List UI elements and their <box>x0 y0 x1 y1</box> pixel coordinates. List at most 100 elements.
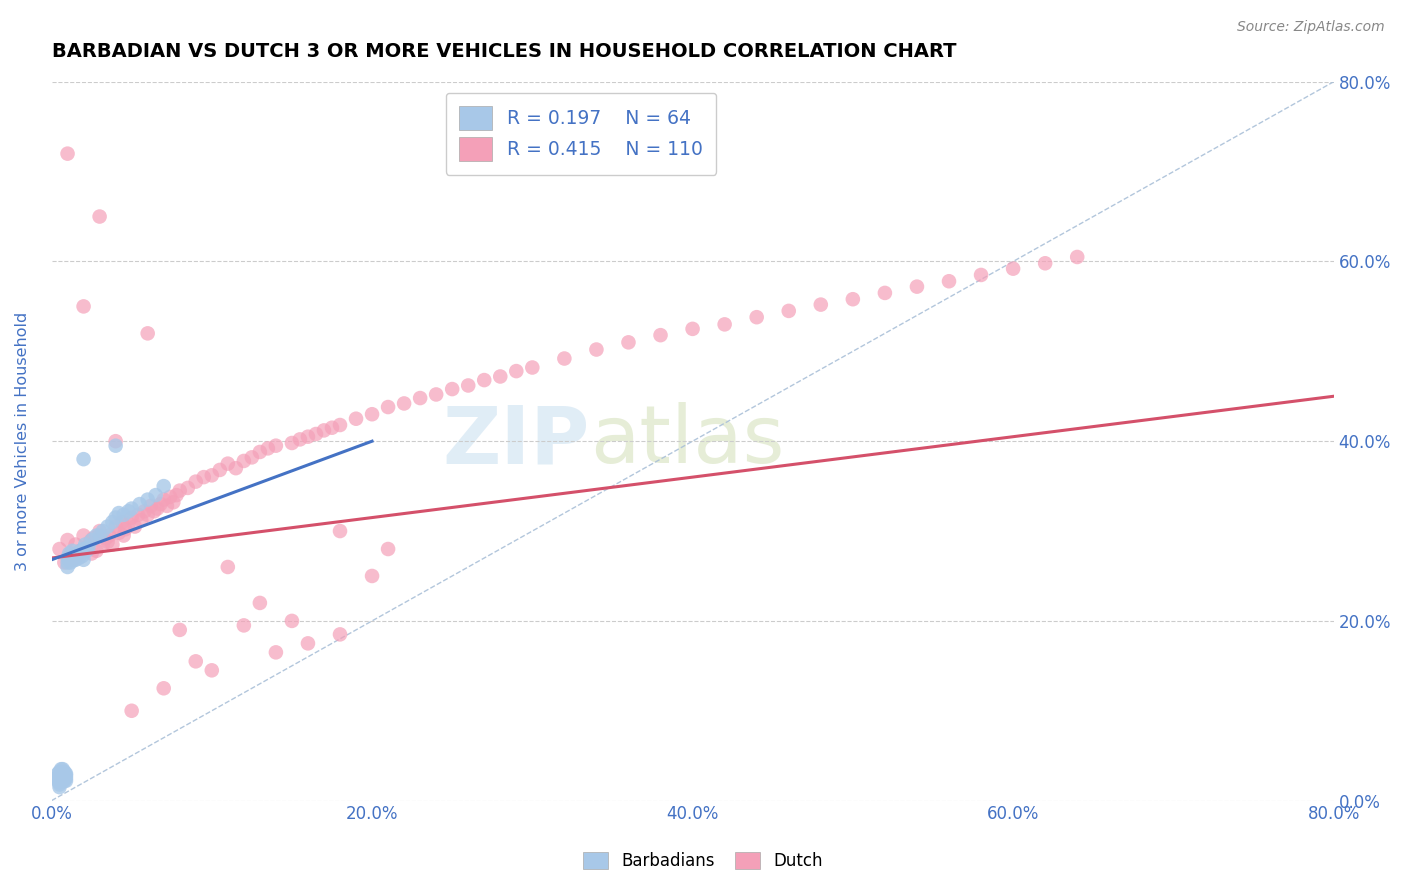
Legend: R = 0.197    N = 64, R = 0.415    N = 110: R = 0.197 N = 64, R = 0.415 N = 110 <box>446 93 717 175</box>
Point <box>77 540 100 554</box>
Point <box>441 382 464 396</box>
Point <box>305 427 328 442</box>
Point <box>46 773 69 788</box>
Point <box>86 544 108 558</box>
Point <box>52 773 75 788</box>
Point <box>778 304 800 318</box>
Point <box>59 547 82 561</box>
Point <box>159 490 181 504</box>
Point <box>48 541 70 556</box>
Point <box>70 549 93 564</box>
Point <box>146 501 169 516</box>
Point <box>312 424 335 438</box>
Point <box>91 524 114 538</box>
Point <box>94 531 117 545</box>
Point <box>55 768 77 782</box>
Point <box>112 528 135 542</box>
Point <box>553 351 575 366</box>
Point <box>72 452 94 467</box>
Point <box>184 654 207 668</box>
Point <box>409 391 432 405</box>
Point <box>53 771 76 785</box>
Point <box>650 328 672 343</box>
Point <box>217 457 239 471</box>
Y-axis label: 3 or more Vehicles in Household: 3 or more Vehicles in Household <box>15 311 30 571</box>
Point <box>217 560 239 574</box>
Point <box>97 534 120 549</box>
Point <box>117 516 139 531</box>
Point <box>56 560 79 574</box>
Point <box>522 360 544 375</box>
Point <box>232 618 254 632</box>
Point <box>69 544 91 558</box>
Point <box>52 771 75 785</box>
Text: BARBADIAN VS DUTCH 3 OR MORE VEHICLES IN HOUSEHOLD CORRELATION CHART: BARBADIAN VS DUTCH 3 OR MORE VEHICLES IN… <box>52 42 956 61</box>
Point <box>114 522 136 536</box>
Point <box>970 268 993 282</box>
Text: Source: ZipAtlas.com: Source: ZipAtlas.com <box>1237 20 1385 34</box>
Point <box>79 534 101 549</box>
Point <box>184 475 207 489</box>
Point <box>121 510 143 524</box>
Point <box>297 636 319 650</box>
Point <box>48 775 70 789</box>
Point <box>98 528 121 542</box>
Point <box>425 387 447 401</box>
Point <box>489 369 512 384</box>
Point <box>905 279 928 293</box>
Point <box>80 533 103 547</box>
Point <box>76 544 98 558</box>
Point <box>1002 261 1025 276</box>
Legend: Barbadians, Dutch: Barbadians, Dutch <box>576 845 830 877</box>
Point <box>361 407 384 421</box>
Point <box>48 771 70 785</box>
Point <box>104 510 127 524</box>
Point <box>59 549 82 564</box>
Point <box>264 439 287 453</box>
Point <box>152 479 174 493</box>
Point <box>48 777 70 791</box>
Point <box>58 553 80 567</box>
Point <box>842 292 865 306</box>
Point <box>810 297 832 311</box>
Point <box>104 434 127 449</box>
Point <box>240 450 263 465</box>
Point <box>472 373 495 387</box>
Point <box>48 768 70 782</box>
Point <box>344 411 367 425</box>
Point <box>1033 256 1056 270</box>
Point <box>177 481 200 495</box>
Point <box>117 504 139 518</box>
Point <box>80 547 103 561</box>
Point <box>873 285 896 300</box>
Point <box>321 420 343 434</box>
Point <box>143 504 166 518</box>
Point <box>136 508 159 522</box>
Point <box>56 556 79 570</box>
Point <box>72 541 94 556</box>
Point <box>152 492 174 507</box>
Point <box>46 766 69 780</box>
Point <box>65 537 87 551</box>
Point <box>457 378 479 392</box>
Point <box>45 771 67 785</box>
Point <box>249 445 271 459</box>
Point <box>53 764 76 779</box>
Point <box>136 326 159 341</box>
Point <box>67 551 90 566</box>
Point <box>52 766 75 780</box>
Point <box>86 528 108 542</box>
Point <box>66 549 89 564</box>
Point <box>281 436 304 450</box>
Point <box>377 400 399 414</box>
Point <box>49 766 72 780</box>
Point <box>156 499 179 513</box>
Point <box>617 335 640 350</box>
Point <box>53 773 76 788</box>
Point <box>89 524 111 538</box>
Point <box>162 495 184 509</box>
Point <box>128 497 150 511</box>
Point <box>682 322 704 336</box>
Point <box>111 515 134 529</box>
Point <box>91 537 114 551</box>
